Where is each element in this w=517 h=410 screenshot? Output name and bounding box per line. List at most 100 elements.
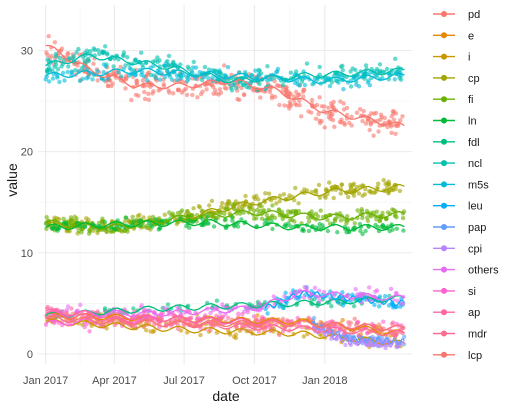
data-point-fi — [325, 217, 330, 223]
x-tick-label: Jan 2017 — [23, 375, 68, 387]
data-point-ap — [214, 313, 219, 319]
data-point-ncl — [229, 88, 235, 93]
data-point-pd — [361, 108, 366, 114]
data-point-m5s — [65, 69, 70, 75]
data-point-cp — [381, 178, 386, 183]
data-point-ncl — [88, 49, 93, 54]
legend-key-point — [441, 245, 447, 252]
data-point-pd — [368, 122, 373, 127]
data-point-fi — [259, 216, 265, 221]
legend-key-point — [441, 160, 447, 167]
data-point-ncl — [234, 85, 239, 91]
data-point-si — [198, 326, 203, 331]
data-point-m5s — [256, 72, 261, 77]
data-point-pd — [52, 40, 58, 45]
data-point-fi — [316, 214, 321, 219]
y-tick-label: 30 — [21, 46, 33, 58]
data-point-m5s — [354, 82, 359, 87]
data-point-pd — [378, 117, 383, 122]
data-point-ap — [188, 315, 194, 320]
data-point-m5s — [223, 73, 228, 78]
data-point-fi — [393, 212, 398, 217]
data-point-m5s — [95, 68, 100, 74]
data-point-pd — [386, 119, 391, 124]
data-point-ncl — [139, 50, 144, 55]
data-point-pd — [326, 114, 331, 120]
legend-label: m5s — [468, 179, 489, 191]
data-point-others — [312, 285, 318, 290]
legend-key-point — [441, 266, 447, 273]
data-point-lcp — [112, 322, 117, 328]
data-point-m5s — [225, 65, 231, 70]
data-point-m5s — [69, 70, 75, 75]
legend-key-point — [441, 96, 447, 103]
data-point-si — [82, 324, 87, 330]
data-point-others — [257, 301, 262, 306]
data-point-m5s — [144, 78, 150, 83]
data-point-ncl — [82, 58, 87, 63]
data-point-others — [208, 310, 213, 316]
data-point-pd — [339, 120, 344, 125]
data-point-m5s — [174, 77, 180, 83]
data-point-fi — [254, 216, 259, 221]
data-point-m5s — [106, 76, 111, 81]
data-point-ncl — [144, 60, 149, 66]
data-point-ap — [365, 330, 370, 335]
data-point-ap — [45, 304, 50, 310]
data-point-pd — [297, 103, 302, 108]
data-point-cp — [327, 180, 332, 185]
data-point-cp — [317, 195, 323, 200]
legend-key-point — [441, 202, 447, 209]
data-point-pd — [241, 92, 247, 97]
data-point-si — [381, 319, 386, 324]
data-point-pd — [195, 95, 200, 100]
data-point-mdr — [356, 333, 361, 338]
data-point-ncl — [288, 70, 294, 75]
data-point-leu — [377, 294, 383, 299]
data-point-others — [374, 288, 380, 293]
data-point-pd — [338, 99, 343, 104]
data-point-ncl — [166, 53, 172, 59]
data-point-fi — [365, 215, 370, 220]
data-point-fi — [125, 229, 130, 234]
data-point-pd — [317, 95, 322, 100]
data-point-ncl — [348, 69, 353, 74]
data-point-m5s — [292, 80, 298, 86]
legend-key-point — [441, 117, 447, 124]
legend-key-point — [441, 351, 447, 358]
data-point-ln — [113, 227, 119, 232]
data-point-others — [78, 302, 83, 308]
data-point-cpi — [383, 345, 388, 351]
legend-label: pap — [468, 222, 486, 234]
trend-line-e — [45, 312, 405, 335]
data-point-m5s — [327, 83, 333, 89]
data-point-cp — [209, 198, 215, 204]
data-point-cp — [255, 197, 261, 202]
trend-line-cpi — [311, 325, 405, 349]
y-tick-label: 20 — [21, 147, 33, 159]
data-point-ncl — [103, 44, 108, 49]
data-point-pd — [390, 109, 396, 114]
data-point-ln — [379, 224, 384, 230]
data-point-lcp — [348, 320, 353, 325]
legend-label: cp — [468, 73, 480, 85]
data-point-pd — [95, 78, 100, 83]
data-point-ap — [194, 317, 200, 322]
data-point-ncl — [256, 67, 261, 73]
data-point-pd — [166, 88, 171, 93]
data-point-cp — [196, 204, 202, 209]
data-point-m5s — [55, 73, 60, 79]
data-point-si — [295, 315, 300, 321]
data-point-m5s — [164, 60, 169, 65]
data-point-fdl — [131, 306, 136, 311]
data-point-pd — [330, 117, 336, 123]
data-point-ncl — [123, 63, 128, 68]
data-point-fdl — [329, 304, 334, 309]
data-point-pd — [216, 92, 221, 97]
data-point-m5s — [90, 77, 95, 82]
data-point-ln — [161, 218, 166, 223]
data-point-pd — [400, 114, 405, 119]
data-point-ncl — [66, 64, 71, 69]
data-point-fi — [176, 220, 181, 225]
data-point-fi — [345, 214, 350, 219]
